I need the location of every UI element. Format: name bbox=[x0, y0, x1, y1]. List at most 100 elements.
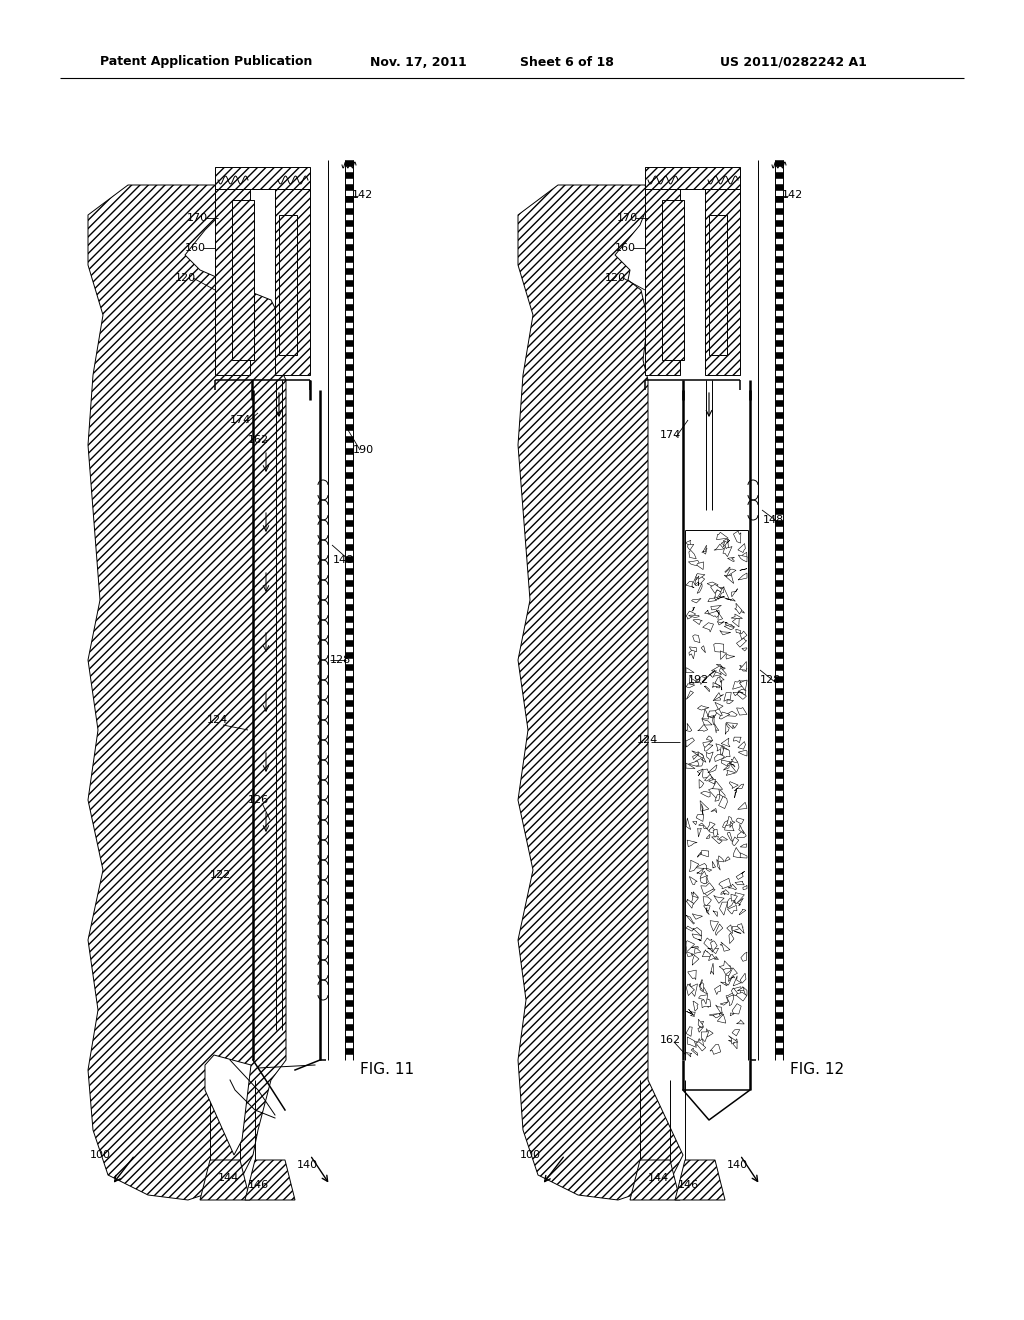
Polygon shape bbox=[721, 891, 725, 895]
Bar bbox=[345, 508, 353, 513]
Polygon shape bbox=[693, 619, 702, 624]
Polygon shape bbox=[717, 532, 728, 540]
Polygon shape bbox=[88, 185, 286, 1200]
Polygon shape bbox=[732, 837, 738, 846]
Polygon shape bbox=[715, 702, 723, 709]
Polygon shape bbox=[731, 614, 742, 619]
Polygon shape bbox=[720, 902, 728, 915]
Bar bbox=[345, 244, 353, 249]
Bar bbox=[775, 928, 783, 935]
Polygon shape bbox=[731, 589, 737, 597]
Polygon shape bbox=[686, 1027, 692, 1036]
Polygon shape bbox=[720, 1002, 728, 1005]
Polygon shape bbox=[698, 1022, 703, 1028]
Bar bbox=[345, 1024, 353, 1030]
Text: 128: 128 bbox=[330, 655, 350, 665]
Text: 144: 144 bbox=[647, 1173, 669, 1183]
Polygon shape bbox=[708, 598, 717, 602]
Polygon shape bbox=[703, 952, 708, 954]
Polygon shape bbox=[703, 545, 707, 552]
Bar bbox=[775, 244, 783, 249]
Bar bbox=[775, 412, 783, 418]
Polygon shape bbox=[740, 952, 746, 961]
Polygon shape bbox=[738, 573, 746, 579]
Polygon shape bbox=[703, 896, 712, 906]
Bar bbox=[685, 531, 748, 1060]
Polygon shape bbox=[733, 1039, 737, 1049]
Text: 162: 162 bbox=[659, 1035, 681, 1045]
Polygon shape bbox=[688, 983, 690, 989]
Polygon shape bbox=[708, 948, 719, 953]
Bar bbox=[345, 820, 353, 826]
Bar bbox=[345, 964, 353, 970]
Polygon shape bbox=[738, 824, 744, 834]
Polygon shape bbox=[701, 709, 709, 719]
Bar bbox=[345, 315, 353, 322]
Polygon shape bbox=[726, 975, 732, 985]
Polygon shape bbox=[699, 982, 703, 991]
Polygon shape bbox=[686, 915, 694, 924]
Polygon shape bbox=[719, 791, 725, 799]
Polygon shape bbox=[732, 680, 742, 689]
Bar bbox=[345, 280, 353, 286]
Polygon shape bbox=[709, 779, 716, 784]
Text: 120: 120 bbox=[174, 273, 196, 282]
Polygon shape bbox=[733, 692, 743, 696]
Bar bbox=[775, 388, 783, 393]
Bar bbox=[232, 201, 254, 360]
Polygon shape bbox=[692, 956, 699, 965]
Polygon shape bbox=[695, 759, 703, 767]
Polygon shape bbox=[725, 817, 735, 828]
Polygon shape bbox=[713, 911, 718, 916]
Bar bbox=[775, 952, 783, 958]
Polygon shape bbox=[739, 909, 745, 915]
Bar bbox=[345, 952, 353, 958]
Bar bbox=[775, 376, 783, 381]
Polygon shape bbox=[697, 706, 709, 710]
Polygon shape bbox=[698, 1019, 703, 1027]
Polygon shape bbox=[734, 892, 737, 903]
Polygon shape bbox=[692, 635, 700, 643]
Bar bbox=[775, 591, 783, 598]
Polygon shape bbox=[728, 884, 736, 890]
Polygon shape bbox=[729, 933, 734, 944]
Bar bbox=[345, 808, 353, 814]
Polygon shape bbox=[730, 1012, 734, 1016]
Polygon shape bbox=[708, 710, 718, 717]
Polygon shape bbox=[719, 796, 727, 809]
Polygon shape bbox=[703, 906, 711, 911]
Bar bbox=[345, 447, 353, 454]
Polygon shape bbox=[733, 531, 740, 543]
Polygon shape bbox=[713, 781, 723, 789]
Polygon shape bbox=[714, 643, 724, 652]
Polygon shape bbox=[698, 751, 703, 758]
Text: 190: 190 bbox=[352, 445, 374, 455]
Bar bbox=[775, 436, 783, 442]
Text: 120: 120 bbox=[604, 273, 626, 282]
Bar bbox=[345, 520, 353, 525]
Polygon shape bbox=[708, 766, 717, 772]
Polygon shape bbox=[686, 899, 694, 908]
Bar bbox=[709, 215, 727, 355]
Bar bbox=[775, 352, 783, 358]
Polygon shape bbox=[698, 995, 708, 1005]
Bar bbox=[775, 400, 783, 407]
Polygon shape bbox=[715, 956, 719, 960]
Polygon shape bbox=[693, 928, 701, 936]
Polygon shape bbox=[718, 855, 724, 862]
Polygon shape bbox=[734, 788, 736, 797]
Polygon shape bbox=[727, 557, 734, 561]
Polygon shape bbox=[714, 597, 724, 601]
Polygon shape bbox=[727, 832, 733, 842]
Polygon shape bbox=[730, 821, 733, 828]
Text: 148: 148 bbox=[333, 554, 353, 565]
Polygon shape bbox=[720, 746, 726, 756]
Polygon shape bbox=[736, 818, 743, 824]
Polygon shape bbox=[742, 986, 746, 995]
Text: 160: 160 bbox=[184, 243, 206, 253]
Polygon shape bbox=[699, 779, 703, 788]
Bar bbox=[345, 209, 353, 214]
Polygon shape bbox=[686, 738, 694, 747]
Polygon shape bbox=[710, 920, 719, 931]
Polygon shape bbox=[736, 638, 746, 647]
